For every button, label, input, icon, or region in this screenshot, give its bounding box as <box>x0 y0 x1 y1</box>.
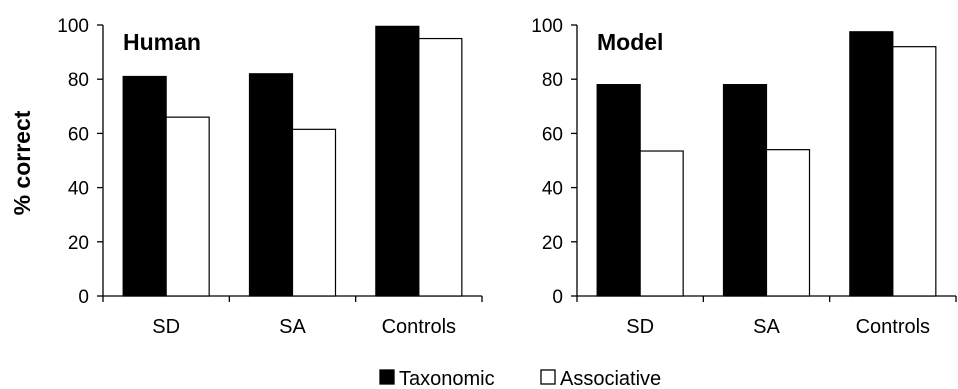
bar-taxonomic <box>375 25 420 297</box>
chart-model: 0 20 40 60 80 100 SD SA Controls Model <box>531 16 957 338</box>
y-tick-label: 0 <box>552 287 563 308</box>
y-tick-label: 20 <box>542 233 563 254</box>
y-tick-label: 80 <box>68 70 89 91</box>
bar-taxonomic <box>248 73 294 297</box>
y-tick-label: 20 <box>68 233 89 254</box>
bar-associative <box>291 128 337 297</box>
chart-title: Human <box>123 29 201 55</box>
legend-swatch-associative <box>540 369 556 385</box>
legend-label-associative: Associative <box>560 368 661 389</box>
y-tick-label: 100 <box>531 16 563 37</box>
bar-taxonomic <box>849 31 894 297</box>
x-tick-label: SA <box>753 316 780 338</box>
legend: Taxonomic Associative <box>379 368 661 389</box>
bar-taxonomic <box>596 84 641 297</box>
x-tick-label: SD <box>626 316 654 338</box>
y-tick-label: 80 <box>542 70 563 91</box>
chart-human: 0 20 40 60 80 100 SD SA Controls Human <box>57 16 483 338</box>
chart-title: Model <box>597 29 663 55</box>
y-tick-label: 0 <box>78 287 89 308</box>
bar-taxonomic <box>722 84 768 297</box>
x-tick-label: Controls <box>382 316 456 338</box>
y-tick-label: 40 <box>542 179 563 200</box>
y-tick-label: 100 <box>57 16 89 37</box>
x-tick-label: SA <box>279 316 306 338</box>
x-tick-label: Controls <box>856 316 930 338</box>
y-tick-label: 60 <box>542 124 563 145</box>
y-axis-title: % correct <box>9 110 35 215</box>
bar-associative <box>765 149 811 297</box>
bar-associative <box>639 150 684 297</box>
legend-label-taxonomic: Taxonomic <box>399 368 495 389</box>
y-tick-label: 40 <box>68 179 89 200</box>
bar-associative <box>418 37 463 297</box>
y-tick-label: 60 <box>68 124 89 145</box>
bar-associative <box>892 46 937 297</box>
bar-associative <box>165 116 210 297</box>
bar-taxonomic <box>122 75 167 297</box>
x-tick-label: SD <box>152 316 180 338</box>
legend-swatch-taxonomic <box>379 369 395 385</box>
